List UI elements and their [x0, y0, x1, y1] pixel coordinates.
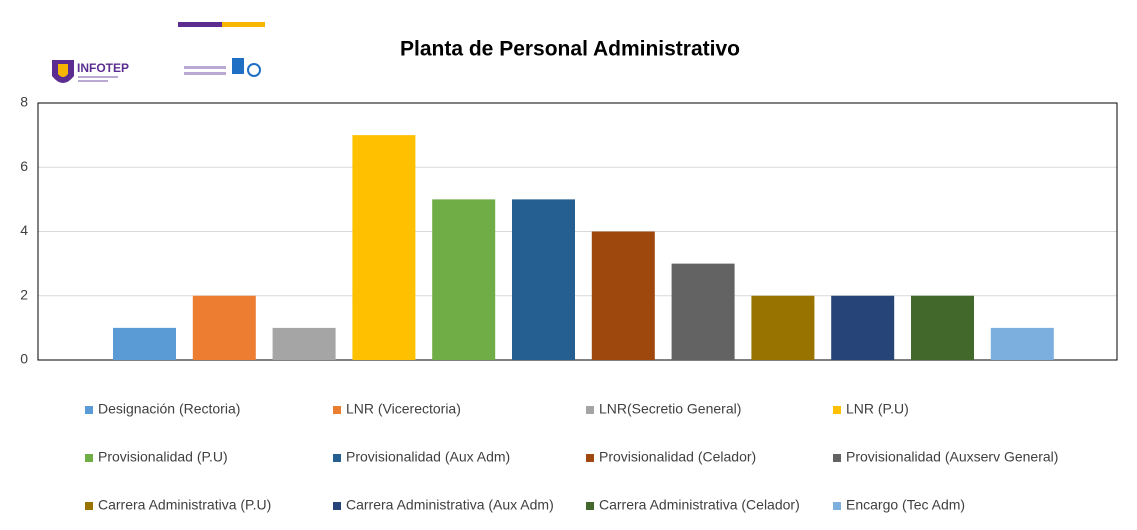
legend-label: Provisionalidad (Auxserv General) — [846, 449, 1058, 465]
logo-icon — [247, 63, 261, 77]
y-tick-label: 6 — [20, 158, 28, 174]
legend-swatch — [333, 454, 341, 462]
plot-border — [37, 102, 1118, 361]
legend-label: Carrera Administrativa (P.U) — [98, 497, 271, 513]
logo-bar — [178, 22, 222, 27]
legend-swatch — [85, 406, 93, 414]
bar — [911, 295, 974, 360]
legend-swatch — [586, 454, 594, 462]
logo-sub — [184, 66, 226, 69]
chart-title: Planta de Personal Administrativo — [400, 38, 740, 61]
logo-sub — [184, 72, 226, 75]
bar — [352, 135, 416, 360]
legend-swatch — [833, 406, 841, 414]
bar — [192, 295, 256, 360]
logo-bar — [222, 22, 265, 27]
legend-label: LNR(Secretio General) — [599, 401, 741, 417]
logo-shield — [58, 64, 68, 77]
legend-swatch — [333, 502, 341, 510]
bar — [432, 199, 496, 360]
logo-text: INFOTEP — [77, 61, 129, 75]
legend-swatch — [333, 406, 341, 414]
legend-swatch — [586, 502, 594, 510]
legend-label: LNR (Vicerectoria) — [346, 401, 461, 417]
legend-swatch — [586, 406, 594, 414]
logo-sub — [78, 76, 118, 78]
bar — [591, 231, 655, 360]
logo-icon — [232, 58, 244, 74]
bar — [990, 327, 1054, 360]
bar — [272, 327, 336, 360]
y-tick-label: 8 — [20, 94, 28, 110]
legend-swatch — [85, 454, 93, 462]
bar — [671, 263, 735, 360]
bar — [512, 199, 575, 360]
legend-swatch — [833, 502, 841, 510]
bar — [831, 295, 895, 360]
legend-label: Encargo (Tec Adm) — [846, 497, 965, 513]
y-tick-label: 4 — [20, 222, 28, 238]
legend-label: Provisionalidad (Aux Adm) — [346, 449, 510, 465]
bar — [113, 327, 176, 360]
legend-label: Provisionalidad (P.U) — [98, 449, 228, 465]
logo-sub — [78, 80, 108, 82]
legend-label: Designación (Rectoria) — [98, 401, 240, 417]
legend-label: Carrera Administrativa (Aux Adm) — [346, 497, 554, 513]
legend-label: Provisionalidad (Celador) — [599, 449, 756, 465]
y-tick-label: 0 — [20, 351, 28, 367]
legend-label: LNR (P.U) — [846, 401, 909, 417]
legend-label: Carrera Administrativa (Celador) — [599, 497, 800, 513]
legend-swatch — [833, 454, 841, 462]
bar — [751, 295, 815, 360]
y-tick-label: 2 — [20, 286, 28, 302]
legend-swatch — [85, 502, 93, 510]
